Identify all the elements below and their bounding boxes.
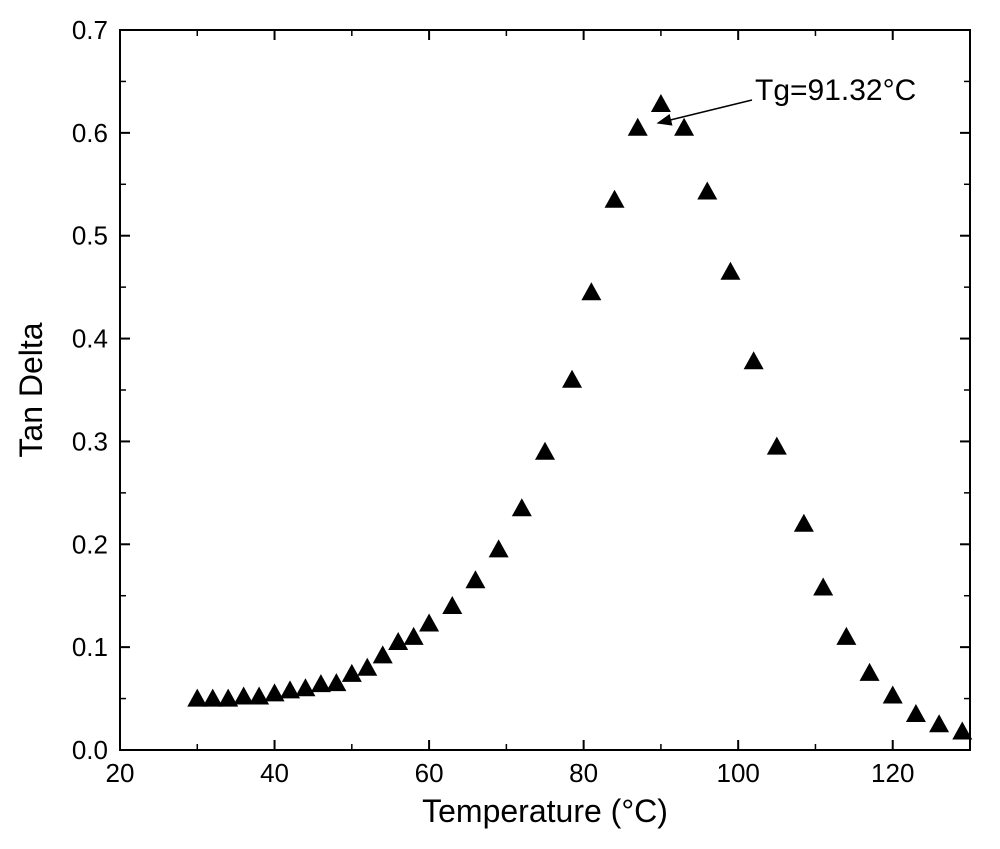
y-tick-label: 0.6: [72, 118, 108, 148]
data-point: [357, 658, 377, 676]
data-point: [767, 437, 787, 455]
data-point: [605, 190, 625, 208]
data-point: [295, 678, 315, 696]
y-tick-label: 0.2: [72, 529, 108, 559]
y-tick-label: 0.1: [72, 632, 108, 662]
y-tick-label: 0.3: [72, 426, 108, 456]
data-point: [794, 514, 814, 532]
x-tick-label: 40: [260, 758, 289, 788]
data-point: [342, 664, 362, 682]
data-point: [249, 687, 269, 705]
data-point: [489, 539, 509, 557]
data-point: [562, 370, 582, 388]
data-point: [419, 613, 439, 631]
data-point: [697, 181, 717, 199]
x-tick-label: 120: [871, 758, 914, 788]
data-point: [674, 118, 694, 136]
data-point: [265, 683, 285, 701]
y-tick-label: 0.4: [72, 324, 108, 354]
data-point: [651, 94, 671, 112]
data-point: [813, 577, 833, 595]
annotation-arrow: [658, 100, 752, 123]
data-point: [929, 714, 949, 732]
data-point: [581, 282, 601, 300]
data-point: [744, 351, 764, 369]
y-tick-label: 0.0: [72, 735, 108, 765]
tg-annotation: Tg=91.32°C: [755, 74, 916, 107]
data-point: [860, 663, 880, 681]
chart-container: 20 40 60 80 100 120 0.0 0.1 0.2 0.3 0.4 0.5 0.6 0.7 Te…: [0, 0, 1000, 849]
data-point: [628, 118, 648, 136]
x-tick-label: 60: [415, 758, 444, 788]
data-point: [836, 627, 856, 645]
data-point: [512, 498, 532, 516]
tan-delta-chart: 20 40 60 80 100 120 0.0 0.1 0.2 0.3 0.4 0.5 0.6 0.7 Te…: [0, 0, 1000, 849]
x-tick-label: 80: [569, 758, 598, 788]
data-point: [883, 685, 903, 703]
data-point: [442, 596, 462, 614]
data-point: [326, 673, 346, 691]
y-axis-label: Tan Delta: [13, 322, 49, 457]
y-tick-label: 0.7: [72, 15, 108, 45]
x-axis-label: Temperature (°C): [422, 793, 668, 829]
data-point: [535, 442, 555, 460]
x-tick-label: 20: [106, 758, 135, 788]
x-tick-label: 100: [716, 758, 759, 788]
y-tick-label: 0.5: [72, 221, 108, 251]
data-point: [465, 570, 485, 588]
data-point: [388, 632, 408, 650]
data-point: [720, 262, 740, 280]
data-point: [906, 704, 926, 722]
